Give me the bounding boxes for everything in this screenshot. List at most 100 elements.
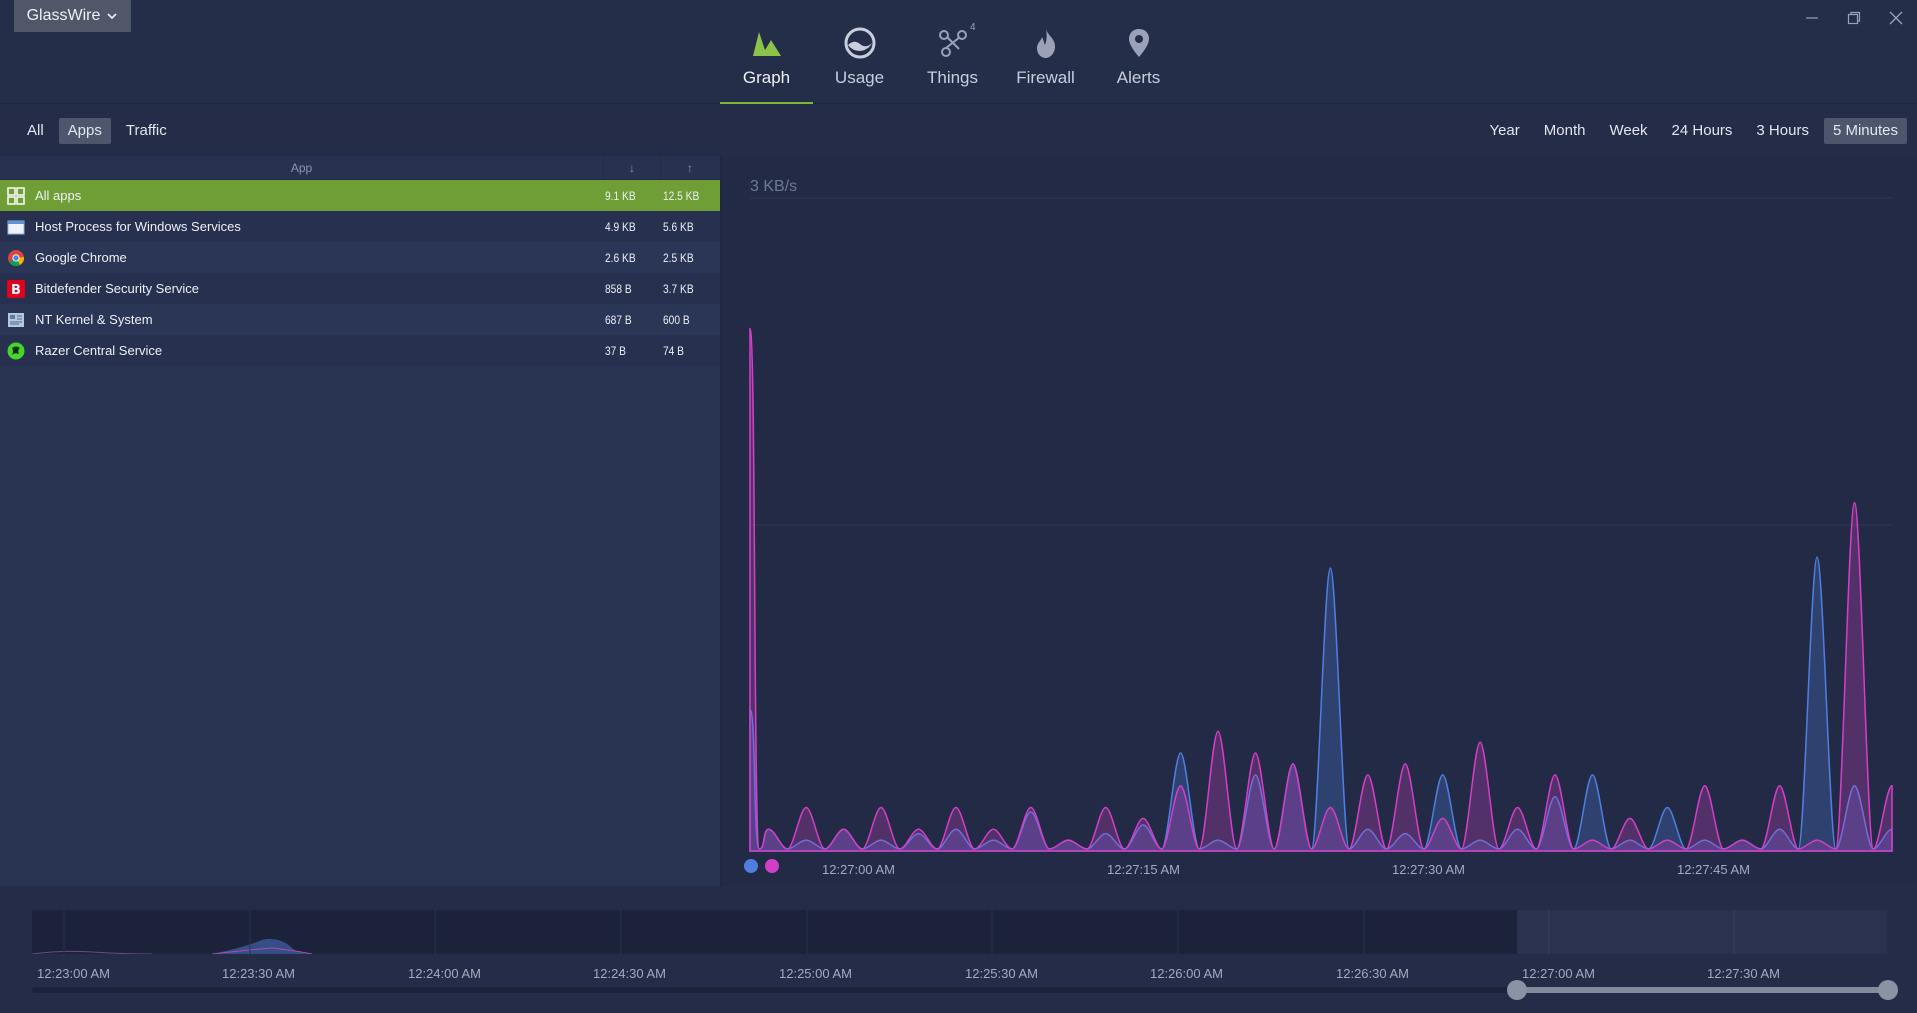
download-value: 37 B <box>605 343 627 358</box>
alerts-icon <box>1128 29 1149 57</box>
timeline-selection-lines <box>1548 910 1735 954</box>
y-axis-label: 3 KB/s <box>750 178 798 195</box>
column-upload[interactable]: ↑ <box>687 161 693 175</box>
range-3-hours[interactable]: 3 Hours <box>1756 122 1809 139</box>
tab-graph-label: Graph <box>742 68 791 87</box>
timeline-range[interactable] <box>1517 987 1887 993</box>
column-app[interactable]: App <box>0 156 604 179</box>
app-name: All apps <box>35 188 82 203</box>
chevron-down-icon <box>107 13 117 20</box>
tab-graph[interactable]: Graph <box>720 0 813 104</box>
all-apps-icon <box>7 186 25 205</box>
download-legend-icon[interactable] <box>744 859 758 873</box>
window-icon <box>7 218 25 236</box>
upload-value: 74 B <box>662 343 684 358</box>
filter-all[interactable]: All <box>27 122 44 139</box>
x-tick-label: 12:27:30 AM <box>1392 862 1465 877</box>
table-row[interactable]: B Bitdefender Security Service 858 B 3.7… <box>0 273 720 304</box>
upload-legend-icon[interactable] <box>765 859 779 873</box>
table-row[interactable]: NT Kernel & System 687 B 600 B <box>0 304 720 335</box>
timeline-label: 12:23:30 AM <box>222 966 295 981</box>
tab-firewall[interactable]: Firewall <box>999 0 1092 104</box>
range-month[interactable]: Month <box>1543 122 1586 139</box>
firewall-icon <box>1036 29 1055 58</box>
app-name: NT Kernel & System <box>35 312 153 327</box>
main-nav: Graph Usage 4 Things <box>720 0 1185 104</box>
app-table-body: All apps 9.1 KB 12.5 KB Host Process for… <box>0 180 720 366</box>
tab-usage[interactable]: Usage <box>813 0 906 104</box>
window-controls <box>1791 0 1917 36</box>
table-row[interactable]: Google Chrome 2.6 KB 2.5 KB <box>0 242 720 273</box>
view-filter: All Apps Traffic <box>18 118 176 144</box>
upload-value: 5.6 KB <box>662 219 694 234</box>
time-range-filter: Year Month Week 24 Hours 3 Hours 5 Minut… <box>1480 118 1907 144</box>
x-tick-label: 12:27:15 AM <box>1107 862 1180 877</box>
range-week[interactable]: Week <box>1609 122 1648 139</box>
upload-value: 3.7 KB <box>662 281 694 296</box>
app-name: Google Chrome <box>35 250 127 265</box>
timeline-label: 12:25:30 AM <box>965 966 1038 981</box>
app-name: Host Process for Windows Services <box>35 219 241 234</box>
table-row[interactable]: Host Process for Windows Services 4.9 KB… <box>0 211 720 242</box>
timeline-label: 12:27:00 AM <box>1522 966 1595 981</box>
tab-things-label: Things <box>926 68 979 87</box>
range-5-minutes[interactable]: 5 Minutes <box>1823 118 1907 144</box>
legend <box>744 859 779 873</box>
traffic-chart <box>749 197 1893 852</box>
top-bar: GlassWire Graph Usage <box>0 0 1917 104</box>
upload-series-area <box>749 327 1893 852</box>
app-list-panel: App ↓ ↑ All apps 9.1 KB 12.5 KB Host Pro… <box>0 156 720 886</box>
table-header: App ↓ ↑ <box>0 156 720 180</box>
download-value: 687 B <box>605 312 632 327</box>
minimize-icon <box>1806 17 1818 19</box>
download-value: 9.1 KB <box>605 188 636 203</box>
timeline-mini-chart <box>32 910 1365 954</box>
table-row[interactable]: All apps 9.1 KB 12.5 KB <box>0 180 720 211</box>
razer-icon <box>7 342 25 360</box>
download-value: 858 B <box>605 281 632 296</box>
filter-traffic[interactable]: Traffic <box>125 122 167 139</box>
timeline-label: 12:24:30 AM <box>593 966 666 981</box>
bitdefender-icon: B <box>7 279 25 298</box>
tab-alerts[interactable]: Alerts <box>1092 0 1185 104</box>
range-24-hours[interactable]: 24 Hours <box>1671 122 1733 139</box>
tab-firewall-label: Firewall <box>1016 68 1075 87</box>
app-name: Bitdefender Security Service <box>35 281 200 296</box>
app-name: Razer Central Service <box>35 343 163 358</box>
timeline-label: 12:24:00 AM <box>408 966 481 981</box>
traffic-graph: 3 KB/s 12:27:00 AM 12:27:15 AM 12:27:30 … <box>722 156 1917 886</box>
brand-menu-button[interactable]: GlassWire <box>14 0 131 32</box>
upload-value: 600 B <box>662 312 690 327</box>
download-value: 2.6 KB <box>605 250 636 265</box>
range-year[interactable]: Year <box>1489 122 1520 139</box>
upload-value: 2.5 KB <box>662 250 694 265</box>
usage-icon <box>844 27 875 59</box>
graph-icon <box>752 32 781 56</box>
svg-text:B: B <box>11 283 21 298</box>
timeline-track[interactable] <box>32 987 1887 993</box>
x-tick-label: 12:27:45 AM <box>1677 862 1750 877</box>
filter-apps[interactable]: Apps <box>58 118 111 144</box>
tab-alerts-label: Alerts <box>1116 68 1161 87</box>
timeline-selection[interactable] <box>1517 910 1887 954</box>
timeline-handle-start[interactable] <box>1507 980 1527 1000</box>
download-value: 4.9 KB <box>605 219 636 234</box>
panel-splitter[interactable] <box>720 156 722 886</box>
brand-label: GlassWire <box>26 7 101 24</box>
timeline-label: 12:23:00 AM <box>37 966 110 981</box>
timeline-label: 12:26:30 AM <box>1336 966 1409 981</box>
chrome-icon <box>7 249 25 267</box>
x-tick-label: 12:27:00 AM <box>822 862 895 877</box>
table-row[interactable]: Razer Central Service 37 B 74 B <box>0 335 720 366</box>
timeline-handle-end[interactable] <box>1878 980 1898 1000</box>
restore-button[interactable] <box>1833 0 1875 36</box>
download-series-area <box>749 556 1893 852</box>
minimize-button[interactable] <box>1791 0 1833 36</box>
timeline-label: 12:25:00 AM <box>779 966 852 981</box>
close-button[interactable] <box>1875 0 1917 36</box>
tab-usage-label: Usage <box>834 68 885 87</box>
tab-things[interactable]: 4 Things <box>906 0 999 104</box>
things-icon: 4 <box>936 22 976 60</box>
filter-bar: All Apps Traffic Year Month Week 24 Hour… <box>0 105 1917 155</box>
column-download[interactable]: ↓ <box>604 156 661 179</box>
